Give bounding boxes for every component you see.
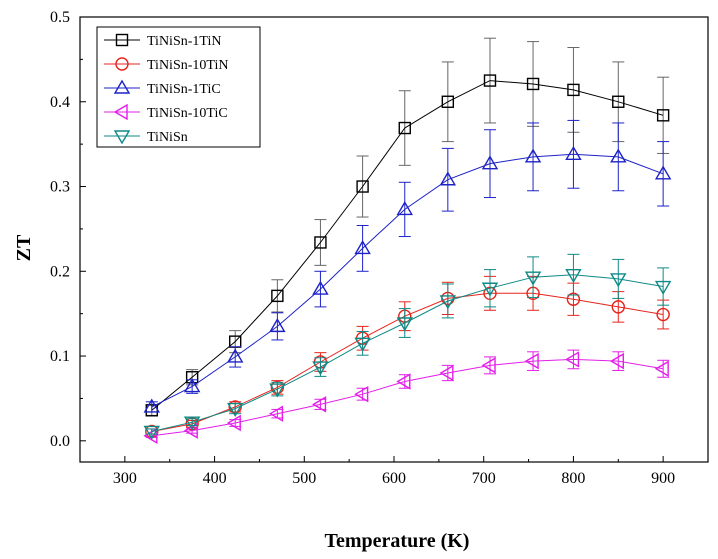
- data-point: [656, 109, 670, 122]
- data-point: [396, 317, 413, 332]
- series-line: [151, 153, 664, 408]
- y-tick-label: 0.0: [50, 433, 70, 450]
- y-tick-label: 0.3: [50, 179, 70, 196]
- data-point: [441, 95, 455, 108]
- y-tick-label: 0.5: [50, 9, 70, 26]
- legend-marker: [113, 79, 131, 94]
- data-point: [143, 427, 158, 444]
- data-point: [483, 74, 497, 87]
- data-point: [611, 300, 625, 314]
- data-point: [481, 282, 499, 297]
- data-point: [439, 364, 454, 382]
- legend-marker: [113, 130, 131, 145]
- data-point: [610, 273, 627, 288]
- x-tick-label: 900: [651, 470, 675, 487]
- data-point: [567, 83, 580, 97]
- x-tick-label: 300: [113, 470, 137, 487]
- data-point: [314, 236, 327, 249]
- y-axis-title: ZT: [13, 234, 35, 261]
- legend-marker: [115, 33, 129, 47]
- x-axis: 300 400 500 600 700 800 900: [113, 456, 709, 487]
- data-point: [143, 425, 160, 440]
- data-point: [183, 416, 201, 431]
- y-tick-label: 0.1: [50, 348, 70, 365]
- data-point: [398, 121, 411, 135]
- data-point: [524, 271, 542, 286]
- x-tick-label: 600: [382, 470, 406, 487]
- series-line: [151, 274, 664, 432]
- data-point: [481, 155, 499, 170]
- data-point: [481, 357, 496, 374]
- x-tick-label: 800: [561, 470, 585, 487]
- data-point: [183, 378, 201, 393]
- data-point: [312, 396, 327, 413]
- legend-label: TiNiSn-10TiC: [147, 106, 228, 121]
- legend: TiNiSn-1TiN TiNiSn-10TiN TiNiSn-1TiC TiNiSn…: [96, 26, 261, 148]
- data-point: [312, 280, 329, 295]
- series-tinisn-1tic: [143, 119, 672, 413]
- series-tinisn-10tin: [145, 275, 670, 439]
- data-point: [354, 385, 369, 403]
- data-point: [354, 337, 371, 352]
- data-point: [269, 383, 286, 398]
- series-tinisn: [143, 253, 672, 440]
- y-tick-label: 0.2: [50, 263, 70, 280]
- data-point: [312, 361, 329, 376]
- data-point: [268, 405, 284, 422]
- legend-label: TiNiSn-1TiC: [147, 82, 221, 97]
- series-line: [151, 358, 664, 437]
- data-point: [524, 352, 539, 370]
- legend-marker: [115, 57, 129, 71]
- legend-box: [96, 26, 261, 148]
- y-axis: 0.0 0.1 0.2 0.3 0.4 0.5: [50, 9, 86, 450]
- data-point: [610, 148, 627, 163]
- legend-marker: [113, 103, 128, 121]
- x-axis-title: Temperature (K): [325, 530, 470, 552]
- data-point: [356, 180, 369, 193]
- x-tick-label: 500: [292, 470, 316, 487]
- data-point: [654, 165, 672, 180]
- data-point: [609, 352, 624, 370]
- series-tinisn-10tic: [143, 349, 670, 444]
- data-point: [226, 402, 244, 417]
- legend-label: TiNiSn: [147, 130, 188, 145]
- data-point: [271, 289, 284, 303]
- legend-label: TiNiSn-1TiN: [147, 34, 221, 49]
- data-point: [226, 348, 244, 363]
- series-layer: [143, 37, 672, 444]
- legend-label: TiNiSn-10TiN: [147, 58, 228, 73]
- data-point: [269, 317, 286, 333]
- data-point: [654, 360, 669, 377]
- data-point: [439, 295, 457, 310]
- data-point: [612, 95, 625, 108]
- x-tick-label: 400: [203, 470, 227, 487]
- data-point: [396, 201, 413, 216]
- data-point: [354, 240, 371, 255]
- data-point: [524, 148, 542, 163]
- data-point: [396, 373, 411, 390]
- y-tick-label: 0.4: [50, 94, 70, 111]
- data-point: [656, 307, 670, 322]
- data-point: [654, 280, 672, 295]
- data-point: [226, 414, 241, 432]
- data-point: [143, 398, 160, 413]
- data-point: [565, 268, 582, 284]
- data-point: [526, 77, 540, 91]
- series-line: [151, 80, 664, 411]
- x-tick-label: 700: [472, 470, 496, 487]
- data-point: [439, 171, 457, 186]
- data-point: [565, 145, 582, 161]
- data-point: [565, 351, 580, 368]
